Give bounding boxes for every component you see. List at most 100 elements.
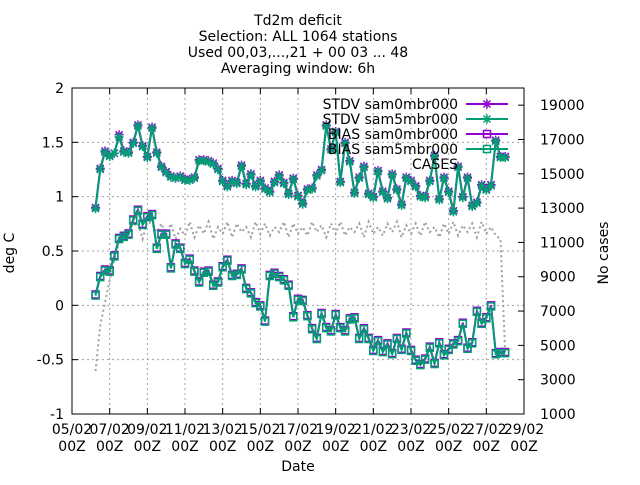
data-point bbox=[392, 185, 402, 195]
data-point bbox=[335, 178, 345, 188]
y-axis-label: deg C bbox=[2, 232, 18, 273]
legend-marker bbox=[482, 99, 492, 109]
x-tick-label-date: 13/02 bbox=[202, 422, 242, 438]
data-point bbox=[458, 319, 468, 329]
data-point bbox=[482, 314, 491, 323]
data-point bbox=[204, 267, 213, 276]
data-point bbox=[402, 329, 411, 338]
legend-entry: CASES bbox=[412, 157, 458, 173]
data-point bbox=[218, 263, 227, 272]
data-point bbox=[331, 310, 340, 320]
data-point bbox=[119, 232, 129, 242]
legend-label: BIAS sam0mbr000 bbox=[328, 127, 458, 143]
data-point bbox=[241, 180, 251, 190]
data-point bbox=[500, 348, 510, 358]
data-point bbox=[105, 151, 115, 161]
legend-label: BIAS sam5mbr000 bbox=[328, 142, 458, 158]
data-point bbox=[293, 192, 303, 202]
data-point bbox=[124, 230, 133, 239]
data-point bbox=[302, 185, 312, 195]
data-point bbox=[491, 136, 501, 146]
x-tick-label-date: 07/02 bbox=[89, 422, 129, 438]
data-point bbox=[289, 313, 298, 322]
data-point bbox=[119, 147, 129, 157]
data-point bbox=[96, 272, 105, 282]
data-point bbox=[368, 193, 378, 203]
data-point bbox=[500, 153, 510, 163]
y-tick-label: -1 bbox=[50, 407, 64, 423]
data-point bbox=[359, 162, 369, 172]
data-point bbox=[397, 345, 406, 355]
data-point bbox=[298, 296, 307, 306]
x-tick-label-hour: 00Z bbox=[209, 439, 236, 455]
data-point bbox=[477, 181, 487, 191]
data-point bbox=[176, 244, 185, 254]
data-point bbox=[255, 176, 265, 186]
legend-label: CASES bbox=[412, 157, 458, 173]
data-point bbox=[171, 173, 181, 183]
chart-title-line: Used 00,03,...,21 + 00 03 ... 48 bbox=[188, 45, 408, 61]
x-tick-label-hour: 00Z bbox=[284, 439, 311, 455]
data-point bbox=[284, 189, 294, 199]
data-point bbox=[180, 175, 190, 185]
data-point bbox=[369, 346, 378, 356]
data-point bbox=[397, 200, 407, 210]
data-point bbox=[411, 182, 421, 192]
data-point bbox=[354, 173, 364, 183]
data-point bbox=[467, 201, 477, 211]
y-tick-label: 2 bbox=[55, 81, 64, 97]
data-point bbox=[190, 267, 199, 276]
data-point bbox=[439, 351, 449, 360]
data-point bbox=[279, 179, 289, 189]
data-point bbox=[218, 176, 228, 186]
data-point bbox=[293, 295, 303, 305]
data-point bbox=[491, 349, 500, 359]
y2-tick-label: 9000 bbox=[540, 270, 576, 286]
legend-label: STDV sam5mbr000 bbox=[323, 112, 458, 128]
data-point bbox=[364, 334, 373, 344]
y2-tick-label: 5000 bbox=[540, 338, 576, 354]
data-point bbox=[223, 256, 232, 266]
data-point bbox=[425, 176, 435, 186]
data-point bbox=[105, 267, 114, 276]
data-point bbox=[430, 359, 439, 369]
data-point bbox=[265, 187, 275, 197]
data-point bbox=[463, 173, 472, 183]
data-point bbox=[317, 166, 327, 176]
data-point bbox=[194, 278, 204, 287]
data-point bbox=[458, 193, 468, 203]
data-point bbox=[269, 178, 279, 188]
y2-tick-label: 11000 bbox=[540, 235, 585, 251]
data-point bbox=[138, 142, 148, 152]
data-point bbox=[387, 349, 397, 359]
data-point bbox=[345, 157, 355, 167]
data-point bbox=[128, 216, 138, 225]
data-point bbox=[463, 344, 472, 354]
data-point bbox=[420, 193, 430, 203]
x-tick-label-hour: 00Z bbox=[322, 439, 349, 455]
y-tick-label: -0.5 bbox=[37, 353, 64, 369]
data-point bbox=[284, 281, 293, 291]
x-tick-label-date: 23/02 bbox=[391, 422, 431, 438]
x-tick-label-hour: 00Z bbox=[360, 439, 387, 455]
y2-tick-label: 13000 bbox=[540, 201, 585, 217]
x-tick-label-hour: 00Z bbox=[397, 439, 424, 455]
data-point bbox=[416, 360, 425, 370]
data-point bbox=[213, 165, 223, 174]
data-point bbox=[486, 181, 496, 191]
y-tick-label: 0 bbox=[55, 298, 64, 314]
data-point bbox=[91, 291, 100, 300]
data-point bbox=[114, 132, 124, 142]
data-point bbox=[157, 230, 166, 239]
data-point bbox=[124, 148, 133, 158]
y2-tick-label: 15000 bbox=[540, 167, 585, 183]
data-point bbox=[142, 153, 152, 163]
y-tick-label: 1 bbox=[55, 190, 64, 206]
data-point bbox=[420, 355, 430, 364]
x-tick-label-hour: 00Z bbox=[96, 439, 123, 455]
data-point bbox=[321, 121, 331, 131]
